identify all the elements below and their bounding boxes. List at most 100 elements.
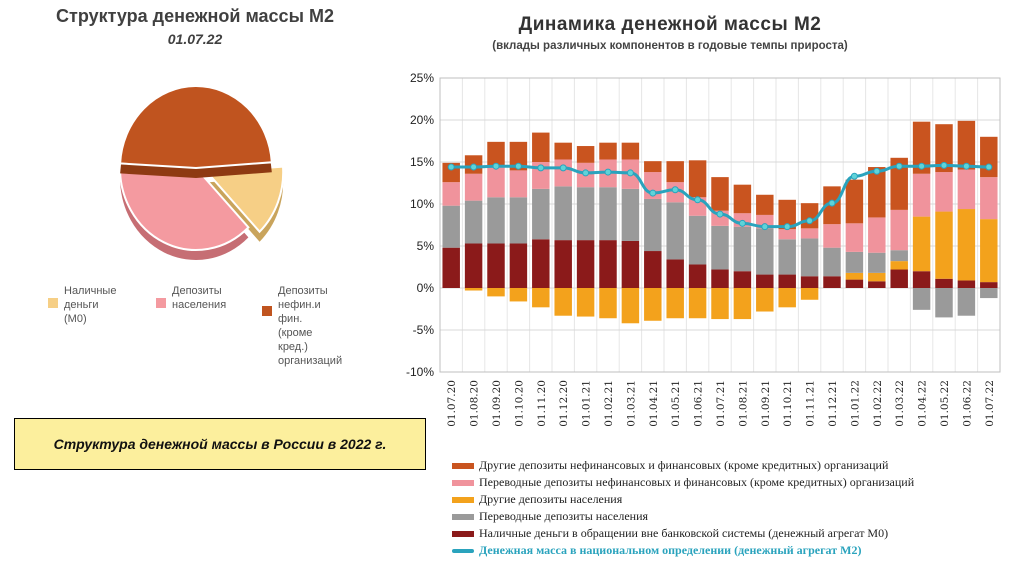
bar-segment xyxy=(800,288,819,300)
pie-slices xyxy=(119,85,285,260)
bar-segment xyxy=(957,280,976,288)
bar-segment xyxy=(442,205,460,248)
bar-segment xyxy=(890,250,908,262)
x-tick-label: 01.11.21 xyxy=(805,380,817,427)
bar-segment xyxy=(621,240,640,288)
x-tick-label: 01.08.21 xyxy=(737,380,749,427)
x-tick-label: 01.03.21 xyxy=(625,380,637,427)
bar-segment xyxy=(912,288,931,310)
bar-segment xyxy=(621,288,640,324)
bar-segment xyxy=(778,229,796,240)
y-tick-label: -10% xyxy=(406,365,434,379)
x-tick-label: 01.05.21 xyxy=(670,380,682,427)
bar-segment xyxy=(554,240,572,288)
bar-segment xyxy=(688,288,707,319)
caption-box: Структура денежной массы в России в 2022… xyxy=(14,418,426,470)
bar-segment xyxy=(823,276,841,288)
bar-segment xyxy=(464,288,483,291)
x-tick-label: 01.10.20 xyxy=(513,380,525,427)
bar-segment xyxy=(554,186,572,241)
bar-segment xyxy=(554,142,572,160)
bar-chart: 25% 20% 15% 10% 5% 0% -5% -10% 01.07.20 01.08.20 0… xyxy=(406,71,1001,427)
bar-segment xyxy=(688,160,707,198)
bar-segment xyxy=(621,188,640,241)
bar-segment xyxy=(823,224,841,248)
bar-segment xyxy=(756,228,774,275)
bar-segment xyxy=(644,288,662,321)
y-tick-label: 15% xyxy=(410,155,434,169)
x-tick-label: 01.06.21 xyxy=(693,380,705,427)
bar-segment xyxy=(442,247,460,288)
bar-segment xyxy=(957,120,976,170)
legend-label: Наличные деньги в обращении вне банковск… xyxy=(479,526,889,540)
legend-swatch xyxy=(452,531,474,538)
bar-segment xyxy=(890,209,908,251)
bar-segment xyxy=(666,161,684,183)
m2-point xyxy=(985,163,993,171)
y-tick-label: -5% xyxy=(413,323,435,337)
bar-segment xyxy=(800,238,819,277)
bar-segment xyxy=(980,177,998,220)
bar-segment xyxy=(509,170,528,198)
bar-segment xyxy=(576,146,595,163)
bar-segment xyxy=(711,269,729,288)
bar-segment xyxy=(778,288,796,308)
bar-segment xyxy=(733,288,752,320)
m2-point xyxy=(447,163,455,171)
bar-segment xyxy=(711,288,729,320)
bar-segment xyxy=(778,239,796,275)
bar-segment xyxy=(711,177,729,211)
bar-segment xyxy=(599,142,617,160)
m2-point xyxy=(806,217,814,225)
y-tick-label: 25% xyxy=(410,71,434,85)
bar-segment xyxy=(980,219,998,283)
m2-point xyxy=(895,162,903,170)
m2-point xyxy=(514,162,522,170)
x-tick-label: 01.07.22 xyxy=(984,380,996,427)
bar-segment xyxy=(823,247,841,277)
bar-segment xyxy=(442,182,460,206)
bar-segment xyxy=(464,243,483,288)
m2-point xyxy=(873,167,881,175)
bar-segment xyxy=(935,124,953,173)
bar-segment xyxy=(957,169,976,210)
pie-legend-label-cash: Наличные деньги (М0) xyxy=(64,285,117,325)
pie-legend-label-household: Депозиты населения xyxy=(172,285,227,311)
bar-segment xyxy=(644,251,662,288)
x-tick-label: 01.06.22 xyxy=(961,380,973,427)
m2-point xyxy=(559,164,567,172)
bar-segment xyxy=(532,188,550,240)
x-tick-label: 01.09.20 xyxy=(491,380,503,427)
x-tick-label: 01.02.21 xyxy=(603,380,615,427)
bar-segment xyxy=(666,202,684,260)
pie-chart-date: 01.07.22 xyxy=(167,31,223,47)
bar-segment xyxy=(868,217,886,253)
bar-segment xyxy=(532,132,550,162)
x-tick-label: 01.11.20 xyxy=(536,380,548,427)
plot-frame xyxy=(439,77,1001,373)
bar-segment xyxy=(845,279,864,288)
bar-segment xyxy=(688,264,707,288)
y-tick-label: 5% xyxy=(417,239,435,253)
bar-segment xyxy=(800,228,819,239)
m2-point xyxy=(828,199,836,207)
x-tick-label: 01.07.20 xyxy=(446,380,458,427)
legend-item-m2: Денежная масса в национальном определени… xyxy=(452,543,861,557)
m2-point xyxy=(761,223,769,231)
bar-segment xyxy=(890,157,908,210)
x-tick-label: 01.12.20 xyxy=(558,380,570,427)
bar-segment xyxy=(532,239,550,288)
bar-segment xyxy=(957,209,976,281)
bar-segment xyxy=(935,288,953,318)
legend-label: Другие депозиты населения xyxy=(479,492,623,506)
bar-segment xyxy=(688,215,707,265)
bar-segment xyxy=(487,243,505,288)
bar-segment xyxy=(576,288,595,317)
bar-segment xyxy=(599,240,617,288)
bar-segment xyxy=(845,223,864,252)
bar-segment xyxy=(980,136,998,178)
legend-label: Переводные депозиты нефинансовых и финан… xyxy=(479,475,915,489)
pie-legend-swatch-household xyxy=(156,298,166,308)
m2-point xyxy=(940,161,948,169)
bar-segment xyxy=(733,226,752,272)
